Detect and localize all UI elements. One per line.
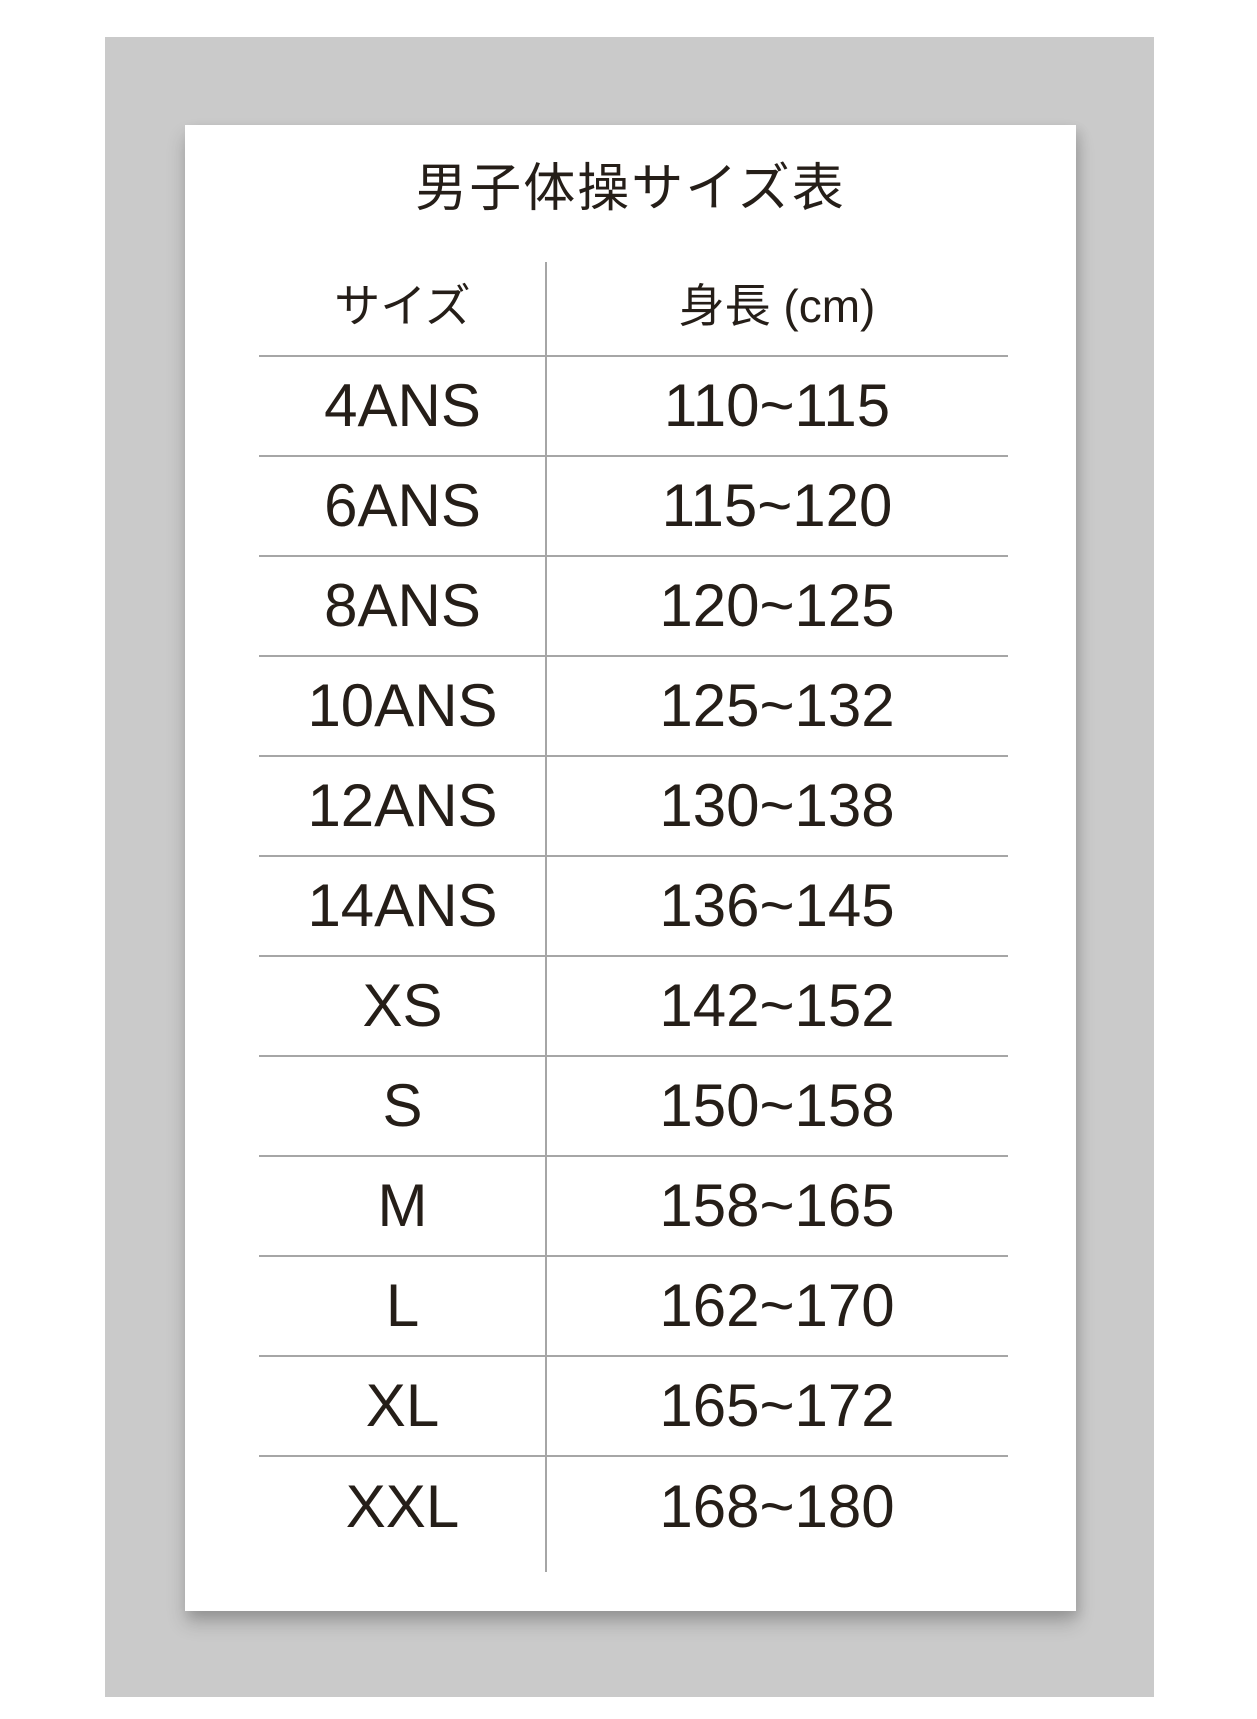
size-chart-card: 男子体操サイズ表 サイズ 身長 (cm) 4ANS 110~115 6ANS 1… bbox=[185, 125, 1076, 1611]
size-cell: S bbox=[382, 1072, 423, 1139]
size-cell: XL bbox=[365, 1372, 440, 1439]
size-cell: M bbox=[377, 1172, 428, 1239]
size-table: サイズ 身長 (cm) 4ANS 110~115 6ANS 115~120 8A… bbox=[259, 257, 1008, 1572]
table-row: 12ANS 130~138 bbox=[259, 757, 1008, 857]
table-row: 4ANS 110~115 bbox=[259, 357, 1008, 457]
height-cell: 125~132 bbox=[659, 672, 895, 739]
size-cell: 12ANS bbox=[307, 772, 498, 839]
page-title: 男子体操サイズ表 bbox=[415, 160, 846, 218]
table-row: 14ANS 136~145 bbox=[259, 857, 1008, 957]
table-row: XS 142~152 bbox=[259, 957, 1008, 1057]
size-cell: 8ANS bbox=[324, 572, 481, 639]
height-cell: 142~152 bbox=[659, 972, 895, 1039]
size-cell: XXL bbox=[345, 1473, 460, 1540]
height-cell: 162~170 bbox=[659, 1272, 895, 1339]
size-cell: 14ANS bbox=[307, 872, 498, 939]
size-cell: 4ANS bbox=[324, 372, 481, 439]
table-row: XL 165~172 bbox=[259, 1357, 1008, 1457]
table-row: M 158~165 bbox=[259, 1157, 1008, 1257]
table-row: 8ANS 120~125 bbox=[259, 557, 1008, 657]
table-header-row: サイズ 身長 (cm) bbox=[259, 257, 1008, 357]
column-header-size: サイズ bbox=[334, 280, 471, 332]
size-cell: L bbox=[385, 1272, 420, 1339]
height-cell: 130~138 bbox=[659, 772, 895, 839]
size-cell: 10ANS bbox=[307, 672, 498, 739]
height-cell: 120~125 bbox=[659, 572, 895, 639]
height-cell: 158~165 bbox=[659, 1172, 895, 1239]
size-cell: 6ANS bbox=[324, 472, 481, 539]
height-cell: 110~115 bbox=[663, 372, 891, 439]
table-row: 6ANS 115~120 bbox=[259, 457, 1008, 557]
height-cell: 168~180 bbox=[659, 1473, 895, 1540]
height-cell: 165~172 bbox=[659, 1372, 895, 1439]
table-row: 10ANS 125~132 bbox=[259, 657, 1008, 757]
gray-background-panel: 男子体操サイズ表 サイズ 身長 (cm) 4ANS 110~115 6ANS 1… bbox=[105, 37, 1154, 1697]
height-cell: 136~145 bbox=[659, 872, 895, 939]
column-header-height: 身長 (cm) bbox=[678, 280, 876, 332]
table-row: XXL 168~180 bbox=[259, 1457, 1008, 1557]
height-cell: 150~158 bbox=[659, 1072, 895, 1139]
table-row: L 162~170 bbox=[259, 1257, 1008, 1357]
size-cell: XS bbox=[362, 972, 443, 1039]
column-divider-line bbox=[545, 262, 547, 1572]
table-row: S 150~158 bbox=[259, 1057, 1008, 1157]
height-cell: 115~120 bbox=[661, 472, 893, 539]
